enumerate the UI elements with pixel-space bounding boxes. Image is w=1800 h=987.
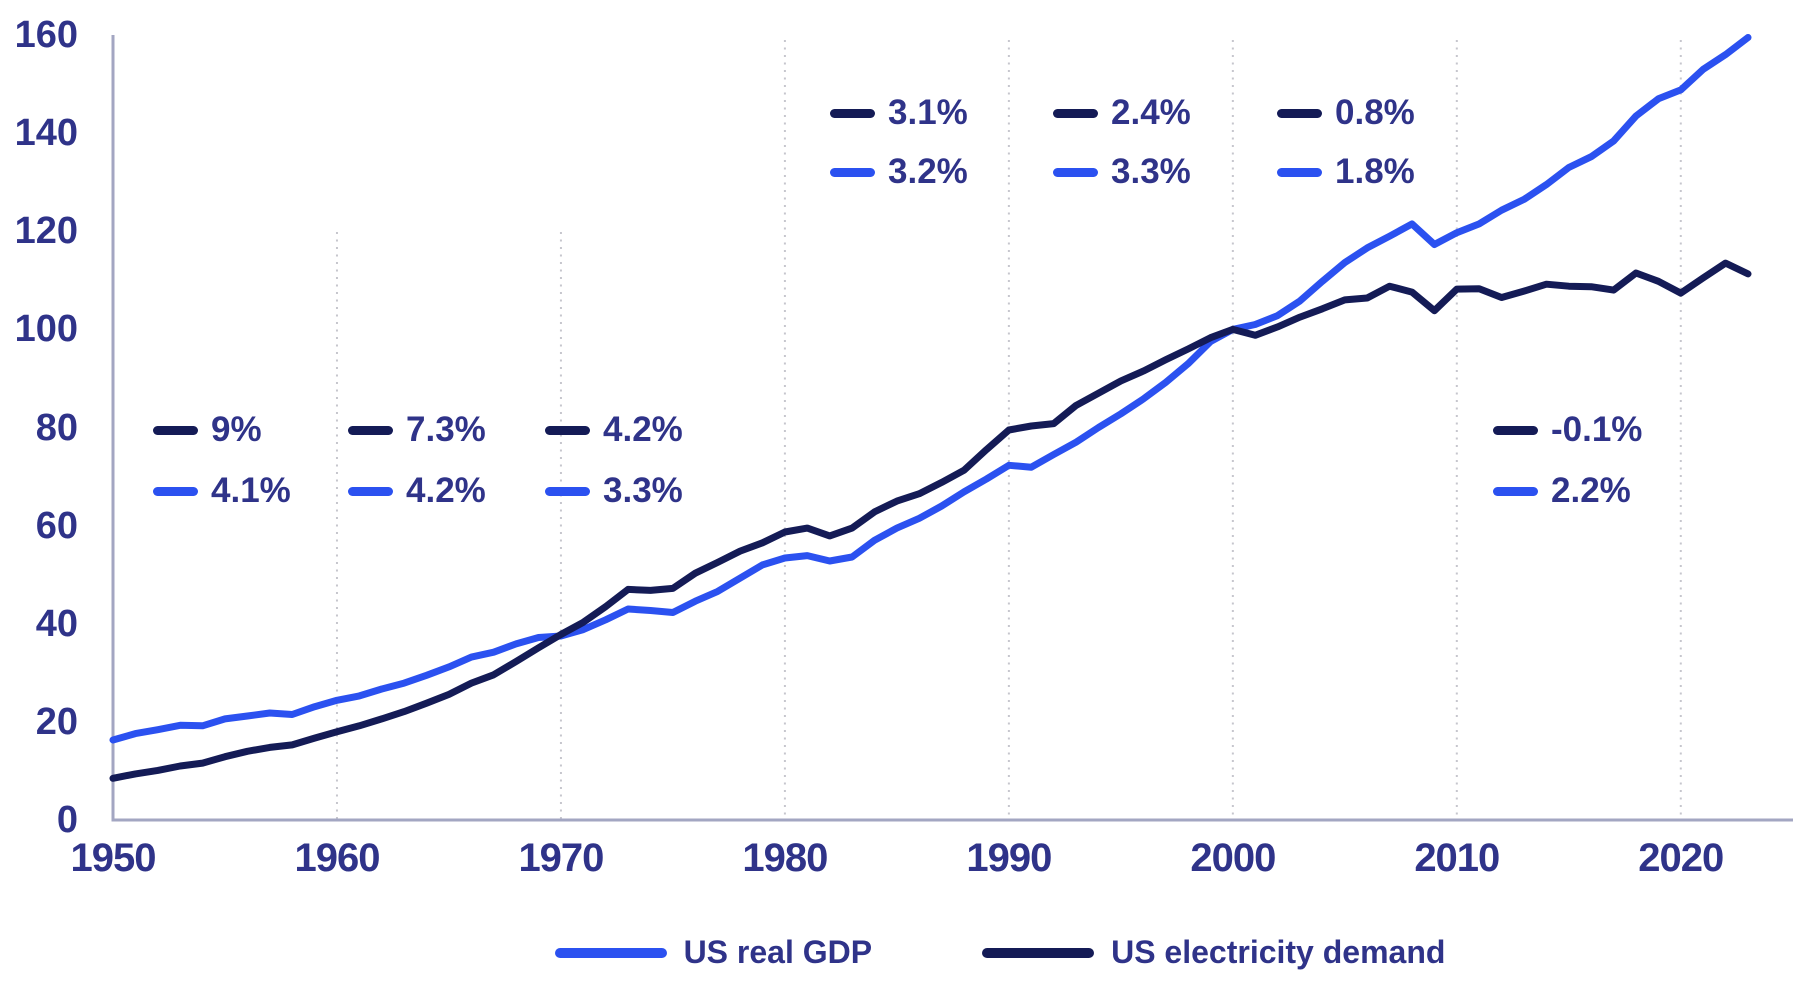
y-tick-label-40: 40 [35,602,78,645]
electricity-rate-value: 9% [211,410,262,449]
gdp-rate-value: 4.2% [406,471,486,510]
gdp-rate-swatch [1053,167,1098,177]
gdp-rate-swatch [1493,486,1538,496]
gdp-rate-swatch [153,486,198,496]
electricity-line-swatch [982,947,1095,958]
y-tick-label-120: 120 [14,210,78,253]
growth-annotation-1960s-electricity: 7.3% [348,410,486,450]
growth-annotation-1970s-electricity: 4.2% [545,410,683,450]
growth-annotation-2000s-gdp: 1.8% [1277,152,1415,192]
gdp-rate-swatch [1277,167,1322,177]
x-tick-label-1990: 1990 [966,836,1052,880]
gdp-rate-swatch [348,486,393,496]
electricity-rate-swatch [1277,108,1322,118]
y-tick-label-0: 0 [56,799,78,841]
gdp-rate-swatch [545,486,590,496]
legend-label-gdp: US real GDP [683,934,873,970]
electricity-rate-value: 4.2% [603,410,683,449]
gdp-rate-value: 1.8% [1335,152,1415,191]
growth-annotation-1990s-gdp: 3.3% [1053,152,1191,192]
gdp-rate-value: 3.3% [603,471,683,510]
legend: US real GDP US electricity demand [200,934,1800,971]
axis-frame [111,35,1793,822]
gdp-line [109,34,1752,744]
y-tick-label-100: 100 [14,308,78,351]
growth-annotation-1970s-gdp: 3.3% [545,471,683,511]
growth-annotation-1950s-gdp: 4.1% [153,471,291,511]
growth-annotation-2010s-electricity: -0.1% [1493,410,1642,450]
electricity-rate-value: 3.1% [888,93,968,132]
electricity-rate-swatch [545,425,590,435]
gdp-rate-value: 3.2% [888,152,968,191]
x-tick-label-1950: 1950 [70,836,157,880]
gdp-rate-value: 2.2% [1551,471,1631,510]
electricity-rate-value: -0.1% [1551,410,1643,449]
y-tick-label-160: 160 [14,14,78,56]
electricity-rate-value: 7.3% [406,410,486,449]
y-tick-label-60: 60 [35,504,78,547]
growth-annotation-2000s-electricity: 0.8% [1277,93,1415,133]
growth-annotation-1990s-electricity: 2.4% [1053,93,1191,133]
electricity-rate-value: 2.4% [1111,93,1191,132]
x-tick-label-1960: 1960 [294,836,380,880]
x-tick-label-2000: 2000 [1190,836,1276,880]
gdp-rate-swatch [830,167,875,177]
gdp-line-swatch [554,947,667,958]
x-tick-label-2010: 2010 [1414,836,1500,880]
growth-annotation-1960s-gdp: 4.2% [348,471,486,511]
electricity-line [109,259,1752,782]
legend-item-electricity: US electricity demand [982,934,1445,971]
x-tick-label-1970: 1970 [518,836,604,880]
legend-label-electricity: US electricity demand [1111,934,1446,970]
gdp-rate-value: 4.1% [211,471,291,510]
growth-annotation-1950s-electricity: 9% [153,410,262,450]
electricity-rate-swatch [1493,425,1538,435]
electricity-rate-swatch [153,425,198,435]
growth-annotation-1980s-electricity: 3.1% [830,93,968,133]
y-tick-label-20: 20 [35,700,78,743]
electricity-rate-swatch [348,425,393,435]
electricity-rate-value: 0.8% [1335,93,1415,132]
x-tick-label-2020: 2020 [1638,836,1724,880]
x-tick-label-1980: 1980 [742,836,828,880]
growth-annotation-1980s-gdp: 3.2% [830,152,968,192]
electricity-rate-swatch [830,108,875,118]
growth-annotation-2010s-gdp: 2.2% [1493,471,1631,511]
y-tick-label-140: 140 [14,112,78,155]
legend-item-gdp: US real GDP [554,934,873,971]
y-tick-label-80: 80 [35,406,78,449]
gdp-rate-value: 3.3% [1111,152,1191,191]
electricity-rate-swatch [1053,108,1098,118]
